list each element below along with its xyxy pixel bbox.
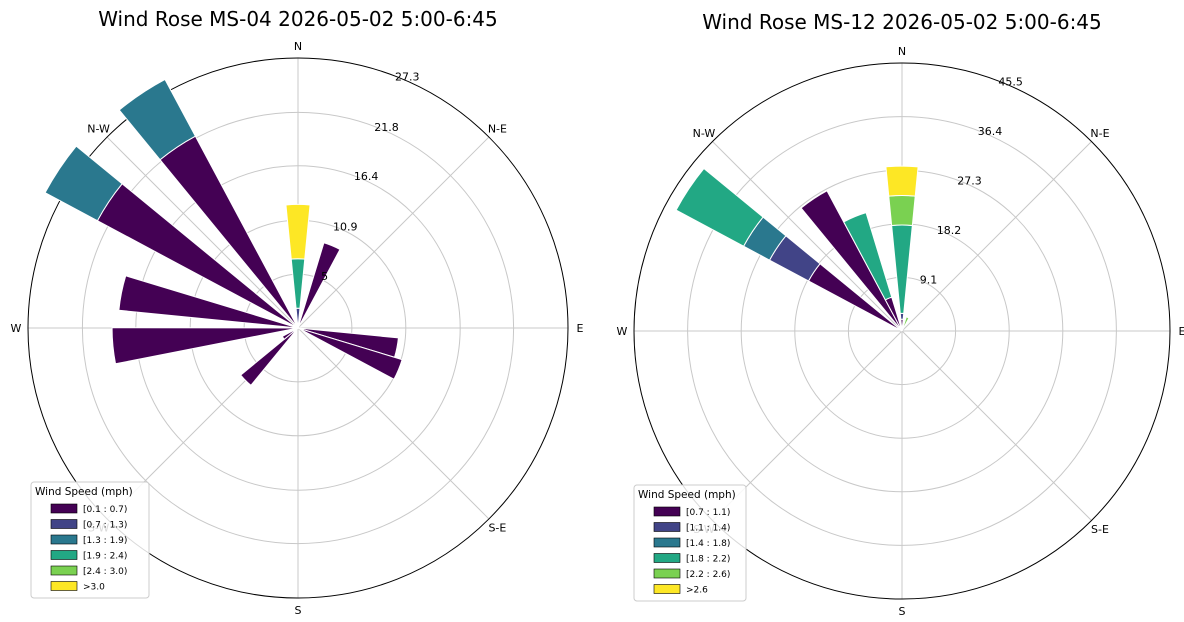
radial-tick-label: 27.3 [957, 174, 982, 187]
legend-swatch [50, 581, 78, 591]
radial-tick-label: 5 [321, 270, 328, 283]
direction-label: S-E [1091, 523, 1109, 536]
bar-segment [118, 275, 299, 329]
legend-swatch [50, 534, 78, 545]
bar-segment [675, 167, 764, 247]
direction-label: S [295, 604, 302, 617]
outer-circle [27, 57, 569, 599]
legend-entry: [1.1 : 1.4) [686, 524, 730, 534]
bar-segment [891, 224, 913, 314]
bar-segment [843, 212, 893, 301]
chart-title: Wind Rose MS-12 2026-05-02 5:00-6:45 [702, 10, 1102, 34]
legend-entry: >2.6 [686, 586, 708, 596]
grid-spoke [297, 327, 490, 520]
legend: Wind Speed (mph) [0.1 : 0.7) [0.7 : 1.3) [1… [30, 481, 150, 599]
direction-label: S-E [488, 521, 506, 534]
outer-circle [633, 62, 1171, 600]
bar-segment [281, 327, 299, 340]
legend-swatch [653, 584, 681, 594]
bars [675, 165, 919, 332]
legend-swatch [50, 565, 78, 576]
bar-segment [297, 242, 341, 329]
direction-label: N-E [1090, 127, 1109, 140]
legend-swatch [653, 568, 681, 579]
direction-label: N-E [488, 123, 507, 136]
direction-label: W [617, 325, 628, 338]
direction-label: W [11, 322, 22, 335]
legend-swatch [653, 506, 681, 517]
legend-entry: [0.7 : 1.1) [686, 508, 730, 518]
chart-title: Wind Rose MS-04 2026-05-02 5:00-6:45 [98, 7, 498, 31]
legend-entry: [0.1 : 0.7) [83, 505, 127, 515]
bar-segment [285, 203, 311, 260]
bar-segment [118, 78, 197, 161]
legend-swatch [653, 553, 681, 563]
legend-entry: [1.8 : 2.2) [686, 555, 730, 565]
legend-swatch [50, 503, 78, 514]
grid-spoke [106, 136, 299, 329]
legend-swatch [50, 550, 78, 560]
legend-title: Wind Speed (mph) [638, 489, 736, 501]
bar-segment [239, 327, 299, 387]
bar-segment [901, 316, 910, 332]
bar-segment [44, 145, 123, 222]
radial-tick-label: 36.4 [978, 125, 1003, 138]
legend-entry: [1.3 : 1.9) [83, 536, 127, 546]
legend-entry: [2.2 : 2.6) [686, 570, 730, 580]
legend-entry: [1.4 : 1.8) [686, 539, 730, 549]
grid-spoke [901, 141, 1092, 332]
bars [44, 78, 403, 387]
legend-swatch [50, 519, 78, 529]
radial-tick-label: 27.3 [395, 71, 420, 84]
bar-segment [885, 165, 919, 197]
radial-tick-label: 45.5 [998, 75, 1023, 88]
direction-label: S [899, 605, 906, 618]
direction-label: N-W [87, 123, 110, 136]
bar-segment [899, 312, 905, 320]
legend-entry: [1.9 : 2.4) [83, 552, 127, 562]
legend-title: Wind Speed (mph) [35, 486, 133, 498]
radial-tick-label: 10.9 [333, 220, 358, 233]
direction-label: N [294, 40, 302, 53]
legend-entry: [2.4 : 3.0) [83, 567, 127, 577]
windrose-ms04: Wind Rose MS-04 2026-05-02 5:00-6:45 N N-… [11, 7, 584, 617]
legend-swatch [653, 537, 681, 548]
radial-tick-label: 16.4 [354, 170, 379, 183]
direction-label: E [1179, 325, 1184, 338]
radial-tick-label: 9.1 [920, 274, 938, 287]
legend-swatch [653, 522, 681, 532]
direction-label: N-W [693, 127, 716, 140]
bar-segment [111, 327, 299, 365]
grid-spoke [901, 330, 1092, 521]
bar-segment [290, 258, 306, 309]
grid-spoke [712, 141, 903, 332]
legend: Wind Speed (mph) [0.7 : 1.1) [1.1 : 1.4) [1… [633, 484, 747, 602]
radial-tick-label: 21.8 [374, 121, 399, 134]
bar-segment [297, 327, 403, 380]
radial-tick-label: 18.2 [937, 224, 962, 237]
legend-entry: >3.0 [83, 583, 105, 593]
grid-spoke [297, 136, 490, 329]
windrose-ms12: Wind Rose MS-12 2026-05-02 5:00-6:45 N N-… [617, 10, 1184, 618]
bar-segment [800, 190, 903, 332]
bar-segment [888, 195, 916, 227]
direction-label: E [577, 322, 584, 335]
legend-entry: [0.7 : 1.3) [83, 521, 127, 531]
direction-label: N [898, 45, 906, 58]
